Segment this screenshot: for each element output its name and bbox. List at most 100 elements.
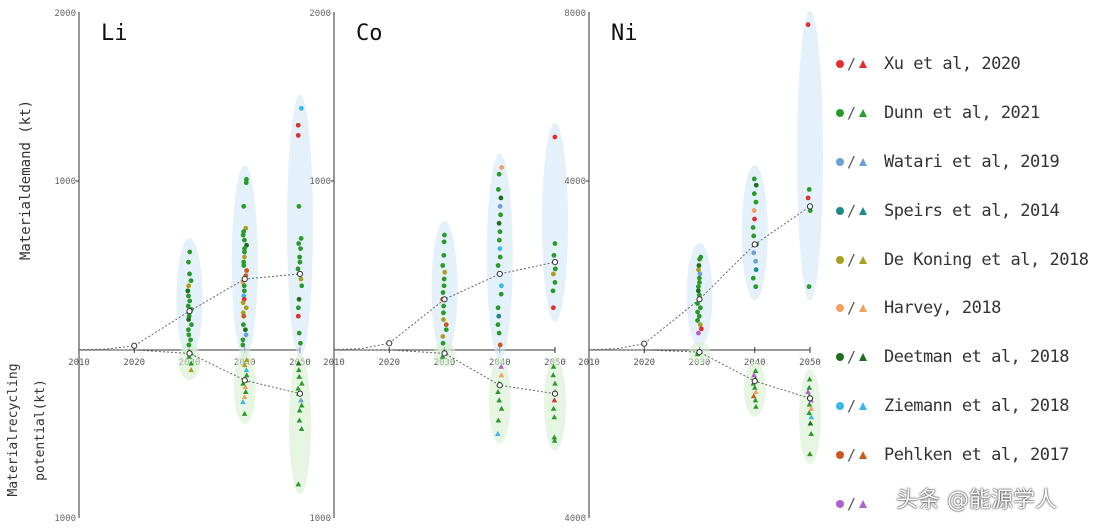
x-tick-label: 2020: [633, 358, 655, 368]
data-point-demand: [695, 309, 701, 315]
data-point-demand: [442, 232, 447, 238]
data-point-demand: [697, 271, 703, 277]
data-point-recycling: [551, 397, 558, 403]
range-ellipse: [542, 123, 568, 322]
legend-slash: /: [847, 201, 857, 220]
data-point-recycling: [550, 363, 557, 369]
data-point-demand: [496, 313, 502, 319]
data-point-demand: [805, 195, 811, 201]
y-tick-label-bottom: 4000: [564, 514, 586, 524]
median-demand-marker: [696, 296, 703, 303]
data-point-demand: [443, 327, 449, 333]
data-point-demand: [495, 263, 501, 268]
legend-label: Dunn et al, 2021: [884, 103, 1040, 124]
range-ellipse: [289, 353, 311, 495]
data-point-demand: [186, 317, 192, 322]
legend-item: /: [836, 479, 1114, 528]
y-tick-label-bottom: 1000: [54, 514, 76, 524]
data-point-recycling: [750, 393, 757, 399]
data-point-recycling: [296, 373, 303, 379]
data-point-recycling: [241, 362, 248, 368]
data-point-demand: [296, 330, 302, 336]
legend-label: Pehlken et al, 2017: [884, 444, 1069, 465]
legend-triangle-icon: [859, 499, 868, 508]
x-tick-label: 2050: [799, 358, 821, 368]
data-point-demand: [297, 254, 303, 260]
legend-triangle-icon: [859, 60, 868, 69]
data-point-demand: [242, 249, 247, 255]
legend-slash: /: [847, 152, 857, 171]
data-point-recycling: [752, 368, 759, 373]
data-point-demand: [188, 337, 193, 343]
data-point-demand: [441, 303, 447, 309]
data-point-demand: [495, 305, 501, 311]
data-point-demand: [552, 134, 558, 140]
data-point-demand: [440, 263, 446, 268]
panel-title: Co: [356, 21, 383, 46]
data-point-demand: [298, 276, 304, 282]
median-demand-marker: [751, 241, 758, 248]
x-tick-label: 2010: [323, 358, 345, 368]
legend-item: / Watari et al, 2019: [836, 138, 1114, 187]
legend-triangle-icon: [859, 304, 868, 313]
data-point-demand: [240, 342, 246, 348]
y-tick-label-mid: 1000: [309, 177, 331, 187]
data-point-recycling: [751, 384, 758, 390]
data-point-demand: [240, 322, 246, 328]
data-point-demand: [497, 254, 503, 260]
data-point-recycling: [295, 385, 301, 391]
legend-dot-icon: [836, 401, 844, 410]
data-point-recycling: [753, 403, 759, 409]
data-point-demand: [440, 340, 446, 346]
data-point-demand: [440, 334, 446, 339]
x-tick-label: 2020: [378, 358, 400, 368]
legend-item: / Pehlken et al, 2017: [836, 430, 1114, 479]
legend-item: / De Koning et al, 2018: [836, 235, 1114, 284]
median-demand-marker: [386, 340, 393, 347]
data-point-demand: [187, 249, 193, 255]
range-ellipse: [741, 164, 768, 301]
legend-symbol: /: [836, 495, 884, 513]
data-point-recycling: [299, 380, 305, 386]
data-point-demand: [696, 263, 702, 268]
data-point-recycling: [496, 397, 503, 403]
data-point-demand: [441, 239, 447, 245]
data-point-demand: [186, 283, 192, 289]
data-point-recycling: [753, 389, 759, 394]
data-point-demand: [241, 259, 247, 265]
median-recycling-line: [589, 349, 811, 399]
data-point-demand: [496, 220, 502, 226]
data-point-demand: [807, 208, 813, 213]
data-point-recycling: [805, 389, 811, 394]
legend-slash: /: [847, 299, 857, 318]
data-point-recycling: [806, 401, 813, 407]
data-point-demand: [497, 246, 503, 252]
legend-item: / Xu et al, 2020: [836, 40, 1114, 89]
legend-symbol: /: [836, 299, 884, 317]
data-point-demand: [696, 292, 702, 298]
data-point-recycling: [296, 407, 303, 413]
legend-item: / Dunn et al, 2021: [836, 89, 1114, 138]
data-point-demand: [187, 298, 193, 304]
range-ellipse: [544, 356, 566, 451]
legend-dot-icon: [836, 206, 844, 215]
data-point-demand: [696, 330, 701, 336]
data-point-demand: [295, 266, 301, 272]
median-recycling-marker: [551, 390, 559, 397]
data-point-demand: [696, 313, 702, 319]
data-point-recycling: [298, 402, 305, 408]
panel-title: Ni: [611, 21, 638, 46]
data-point-recycling: [806, 376, 813, 382]
data-point-demand: [241, 283, 247, 289]
panel-co: 200010001000Co20102020203020402050: [309, 9, 568, 524]
legend-slash: /: [847, 55, 857, 74]
legend-item: / Deetman et al, 2018: [836, 333, 1114, 382]
data-point-demand: [188, 278, 194, 284]
legend-label: De Koning et al, 2018: [884, 249, 1089, 270]
legend-item: / Harvey, 2018: [836, 284, 1114, 333]
y-tick-label-top: 2000: [54, 9, 76, 19]
data-point-demand: [241, 263, 247, 268]
median-demand-line: [333, 261, 556, 351]
range-ellipse: [797, 10, 823, 301]
data-point-demand: [806, 187, 812, 192]
